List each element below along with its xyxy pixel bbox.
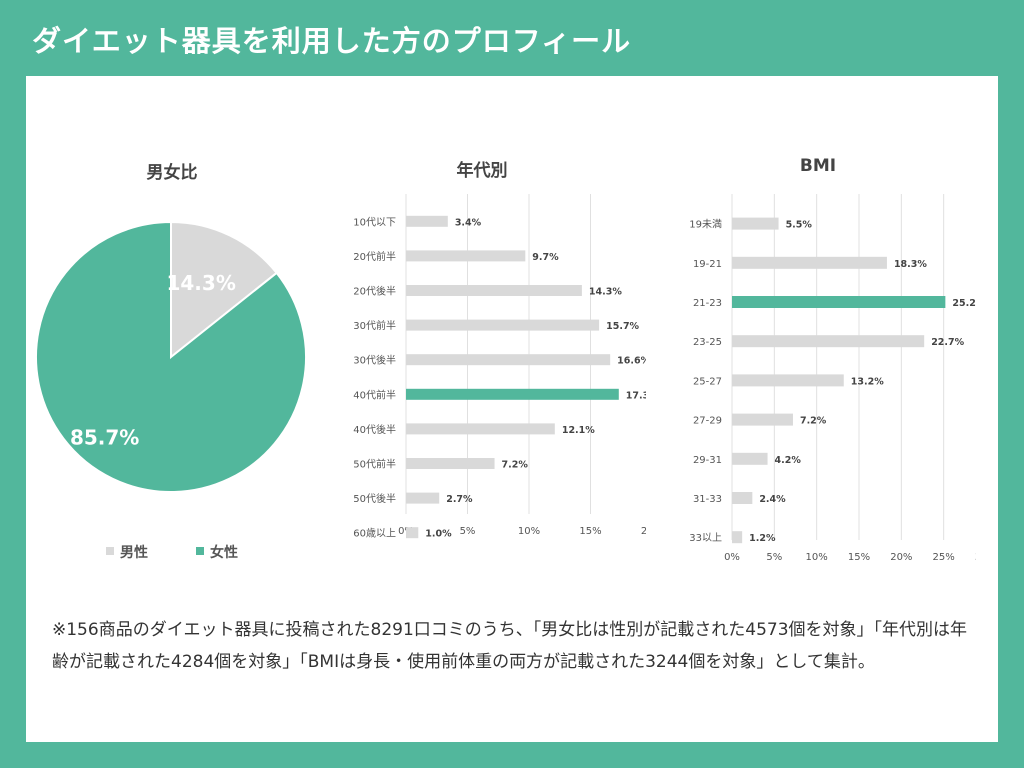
bar-40代前半 bbox=[406, 388, 619, 400]
data-label: 1.2% bbox=[749, 533, 776, 544]
x-tick-label: 15% bbox=[579, 526, 601, 537]
age-chart-title: 年代別 bbox=[456, 161, 508, 181]
legend-female-swatch bbox=[196, 547, 204, 555]
x-tick-label: 5% bbox=[766, 552, 782, 563]
pie-label-female: 85.7% bbox=[70, 425, 139, 449]
bar-20代前半 bbox=[406, 250, 526, 262]
data-label: 13.2% bbox=[851, 376, 884, 387]
footnote: ※156商品のダイエット器具に投稿された8291口コミのうち、「男女比は性別が記… bbox=[52, 620, 968, 672]
bar-23-25 bbox=[732, 335, 925, 348]
data-label: 2.7% bbox=[446, 494, 473, 505]
bar-30代前半 bbox=[406, 319, 600, 331]
data-label: 3.4% bbox=[455, 217, 482, 228]
bar-19-21 bbox=[732, 256, 887, 269]
x-tick-label: 25% bbox=[933, 552, 955, 563]
category-label: 40代後半 bbox=[353, 423, 396, 436]
data-label: 22.7% bbox=[931, 337, 964, 348]
category-label: 50代後半 bbox=[353, 492, 396, 505]
x-tick-label: 15% bbox=[848, 552, 870, 563]
bar-31-33 bbox=[732, 492, 753, 504]
category-label: 30代前半 bbox=[353, 319, 396, 332]
page-title: ダイエット器具を利用した方のプロフィール bbox=[32, 24, 632, 58]
data-label: 7.2% bbox=[502, 460, 529, 471]
category-label: 19-21 bbox=[693, 259, 722, 270]
category-label: 20代前半 bbox=[353, 250, 396, 263]
data-label: 7.2% bbox=[800, 416, 827, 427]
data-label: 1.0% bbox=[425, 529, 452, 540]
data-label: 25.2% bbox=[952, 298, 976, 309]
legend-male: 男性 bbox=[106, 542, 148, 562]
legend-male-swatch bbox=[106, 547, 114, 555]
bar-33以上 bbox=[732, 531, 743, 544]
category-label: 21-23 bbox=[693, 298, 722, 309]
category-label: 20代後半 bbox=[353, 285, 396, 298]
content-panel: 男女比 14.3% 85.7% 男性 女性 年代別 0% 5% 10% 15% 20% 10… bbox=[26, 76, 998, 742]
category-label: 33以上 bbox=[689, 532, 722, 544]
category-label: 30代後半 bbox=[353, 354, 396, 367]
bmi-bar-chart: 0% 5% 10% 15% 20% 25% 30% 19未満 5.5% 19-21 18.3% 21-… bbox=[689, 194, 976, 563]
bar-50代前半 bbox=[406, 458, 495, 469]
bar-25-27 bbox=[732, 374, 844, 387]
x-tick-label: 0% bbox=[724, 552, 740, 563]
data-label: 15.7% bbox=[606, 321, 639, 332]
category-label: 29-31 bbox=[693, 455, 722, 466]
pie-slice-女性 bbox=[35, 220, 307, 493]
category-label: 31-33 bbox=[693, 494, 722, 505]
age-bar-chart: 0%5%10%15%20%10代以下3.4%20代前半9.7%20代後半14.3… bbox=[353, 194, 646, 540]
bar-19未満 bbox=[732, 217, 779, 230]
pie-slice-男性 bbox=[170, 220, 279, 360]
data-label: 12.1% bbox=[562, 425, 595, 436]
bar-29-31 bbox=[732, 452, 768, 465]
pie-label-male: 14.3% bbox=[166, 271, 235, 295]
data-label: 14.3% bbox=[589, 287, 622, 298]
category-label: 50代前半 bbox=[353, 458, 396, 471]
data-label: 9.7% bbox=[532, 252, 559, 263]
bar-60歳以上 bbox=[406, 527, 419, 539]
category-label: 27-29 bbox=[693, 416, 722, 427]
bar-20代後半 bbox=[406, 285, 582, 296]
x-tick-label: 20% bbox=[641, 526, 646, 537]
category-label: 23-25 bbox=[693, 337, 722, 348]
bar-50代後半 bbox=[406, 492, 440, 504]
data-label: 2.4% bbox=[759, 494, 786, 505]
header-bar: ダイエット器具を利用した方のプロフィール bbox=[0, 0, 1024, 76]
bmi-chart-title: BMI bbox=[799, 156, 837, 176]
data-label: 17.3% bbox=[626, 390, 646, 401]
x-tick-label: 30% bbox=[975, 552, 976, 563]
x-tick-label: 5% bbox=[460, 526, 476, 537]
bar-27-29 bbox=[732, 413, 793, 426]
bar-40代後半 bbox=[406, 423, 555, 435]
x-tick-label: 10% bbox=[518, 526, 540, 537]
category-label: 10代以下 bbox=[353, 216, 396, 228]
data-label: 18.3% bbox=[894, 259, 927, 270]
data-label: 16.6% bbox=[617, 356, 646, 367]
x-tick-label: 10% bbox=[806, 552, 828, 563]
category-label: 60歳以上 bbox=[353, 528, 396, 540]
bar-21-23 bbox=[732, 296, 946, 308]
data-label: 4.2% bbox=[775, 455, 802, 466]
category-label: 19未満 bbox=[689, 219, 722, 231]
x-tick-label: 20% bbox=[890, 552, 912, 563]
gender-pie-chart: 14.3% 85.7% bbox=[35, 220, 307, 493]
category-label: 40代前半 bbox=[353, 388, 396, 401]
data-label: 5.5% bbox=[786, 220, 813, 231]
gender-chart-title: 男女比 bbox=[146, 163, 198, 183]
category-label: 25-27 bbox=[693, 376, 722, 387]
bar-30代後半 bbox=[406, 354, 611, 366]
bar-10代以下 bbox=[406, 215, 448, 227]
legend-female: 女性 bbox=[196, 542, 238, 562]
legend-male-label: 男性 bbox=[120, 545, 148, 561]
legend-female-label: 女性 bbox=[210, 545, 238, 561]
